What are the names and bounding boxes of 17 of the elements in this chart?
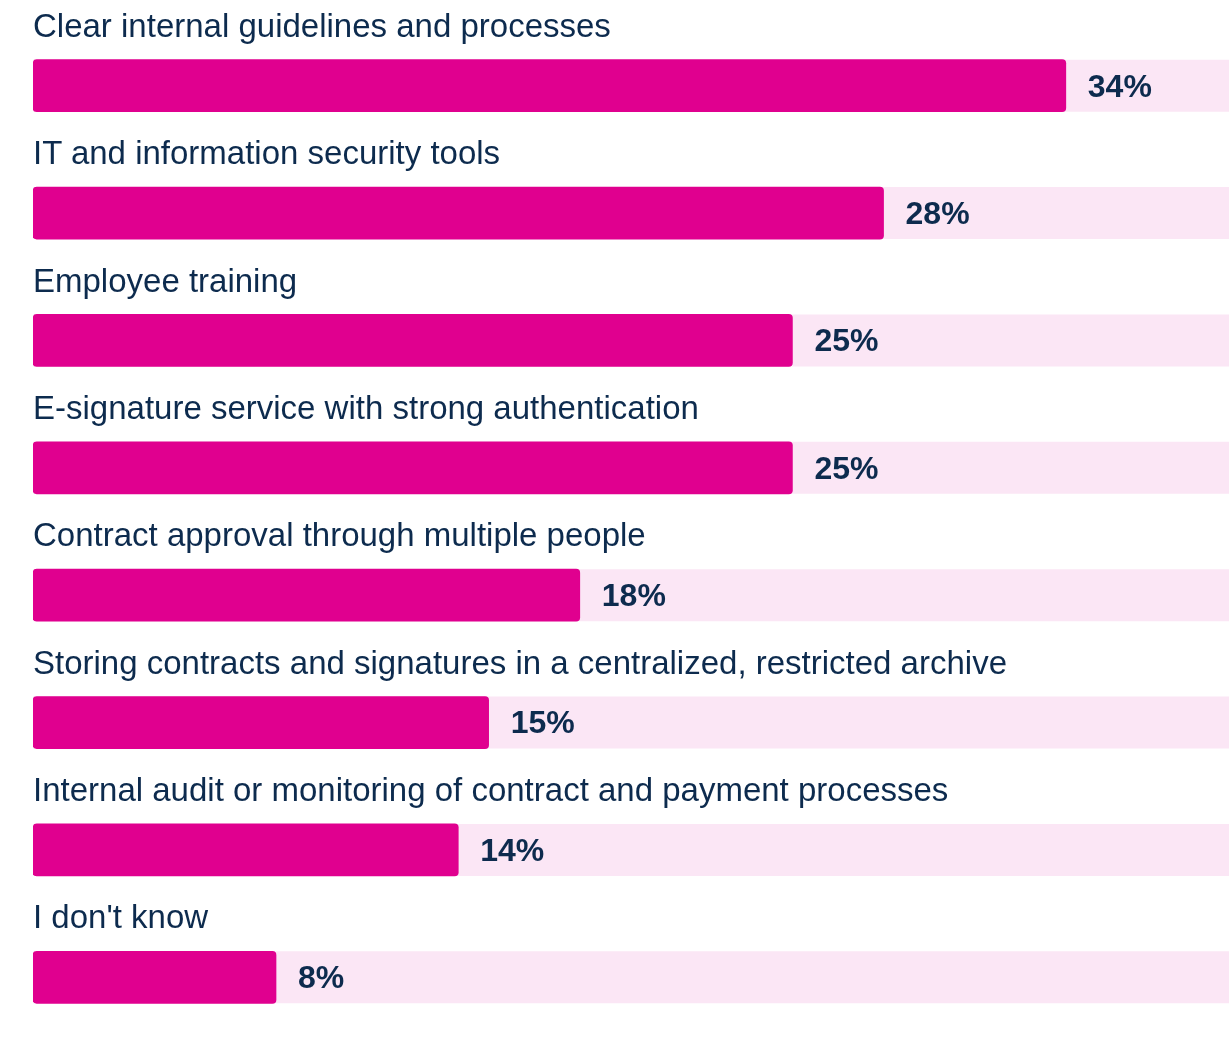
- data-label: 8%: [298, 959, 345, 996]
- bar: [33, 950, 277, 1004]
- y-tick-label: Storing contracts and signatures in a centralized, restricted archive: [33, 643, 1007, 681]
- data-label: 14%: [480, 831, 545, 868]
- y-tick-label: Contract approval through multiple people: [33, 516, 646, 554]
- data-label: 34%: [1087, 67, 1152, 104]
- y-tick-label: IT and information security tools: [33, 134, 501, 172]
- y-tick-label: E-signature service with strong authentication: [33, 388, 699, 426]
- y-tick-label: Internal audit or monitoring of contract and payment processes: [33, 771, 949, 809]
- y-tick-label: Clear internal guidelines and processes: [33, 6, 611, 44]
- data-label: 25%: [814, 322, 879, 359]
- data-label: 25%: [814, 449, 879, 486]
- y-tick-label: Employee training: [33, 261, 298, 299]
- y-tick-label: I don't know: [33, 898, 209, 936]
- data-label: 28%: [905, 194, 970, 231]
- data-label: 18%: [601, 577, 666, 614]
- data-label: 15%: [510, 704, 575, 741]
